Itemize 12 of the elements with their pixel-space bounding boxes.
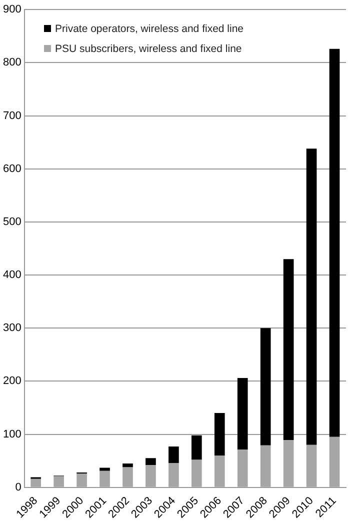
y-tick-label: 800 [2,56,22,69]
y-tick-label: 200 [2,375,22,388]
y-tick-label: 700 [2,110,22,122]
y-tick-label: 900 [2,4,22,16]
y-tick-label: 500 [2,216,22,228]
legend-label: PSU subscribers, wireless and fixed line [55,42,242,56]
y-tick-label: 100 [2,428,22,440]
y-tick-label: 600 [2,162,22,175]
legend-label: Private operators, wireless and fixed line [55,22,244,36]
y-tick-label: 400 [2,269,22,282]
y-tick-label: 0 [15,481,22,494]
y-tick-label: 300 [2,322,22,334]
